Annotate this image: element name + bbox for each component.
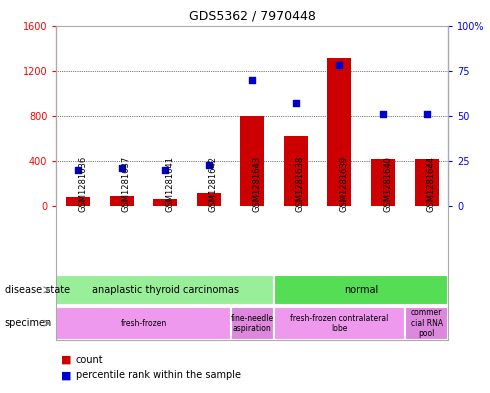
Bar: [327, 58, 351, 206]
Text: anaplastic thyroid carcinomas: anaplastic thyroid carcinomas: [92, 285, 239, 295]
Point: [336, 62, 343, 68]
Bar: [231, 307, 274, 340]
Text: GSM1281640: GSM1281640: [383, 156, 392, 212]
Bar: [274, 275, 448, 305]
Bar: [56, 307, 231, 340]
Text: fine-needle
aspiration: fine-needle aspiration: [231, 314, 274, 333]
Bar: [197, 193, 221, 206]
Point: [423, 111, 431, 117]
Text: count: count: [76, 354, 103, 365]
Text: ■: ■: [61, 354, 72, 365]
Point: [205, 162, 213, 168]
Text: GSM1281643: GSM1281643: [252, 156, 261, 212]
Text: GSM1281638: GSM1281638: [296, 156, 305, 212]
Bar: [284, 136, 308, 206]
Text: GSM1281639: GSM1281639: [340, 156, 348, 212]
Text: ■: ■: [61, 370, 72, 380]
Bar: [405, 307, 448, 340]
Text: GSM1281644: GSM1281644: [427, 156, 436, 212]
Point: [118, 165, 125, 171]
Bar: [415, 159, 439, 206]
Bar: [66, 197, 90, 206]
Text: normal: normal: [344, 285, 378, 295]
Text: GSM1281641: GSM1281641: [165, 156, 174, 212]
Bar: [371, 159, 395, 206]
Bar: [56, 275, 274, 305]
Text: percentile rank within the sample: percentile rank within the sample: [76, 370, 241, 380]
Bar: [241, 116, 264, 206]
Bar: [110, 196, 134, 206]
Text: GSM1281636: GSM1281636: [78, 156, 87, 212]
Point: [292, 100, 300, 107]
Text: fresh-frozen: fresh-frozen: [121, 319, 167, 328]
Bar: [274, 307, 405, 340]
Point: [74, 167, 82, 173]
Bar: [153, 199, 177, 206]
Text: GSM1281637: GSM1281637: [122, 156, 131, 212]
Text: fresh-frozen contralateral
lobe: fresh-frozen contralateral lobe: [290, 314, 389, 333]
Title: GDS5362 / 7970448: GDS5362 / 7970448: [189, 10, 316, 23]
Text: specimen: specimen: [5, 318, 52, 328]
Text: GSM1281642: GSM1281642: [209, 156, 218, 212]
Text: disease state: disease state: [5, 285, 70, 295]
Point: [161, 167, 169, 173]
Point: [379, 111, 387, 117]
Text: commer
cial RNA
pool: commer cial RNA pool: [411, 309, 442, 338]
Point: [248, 77, 256, 83]
